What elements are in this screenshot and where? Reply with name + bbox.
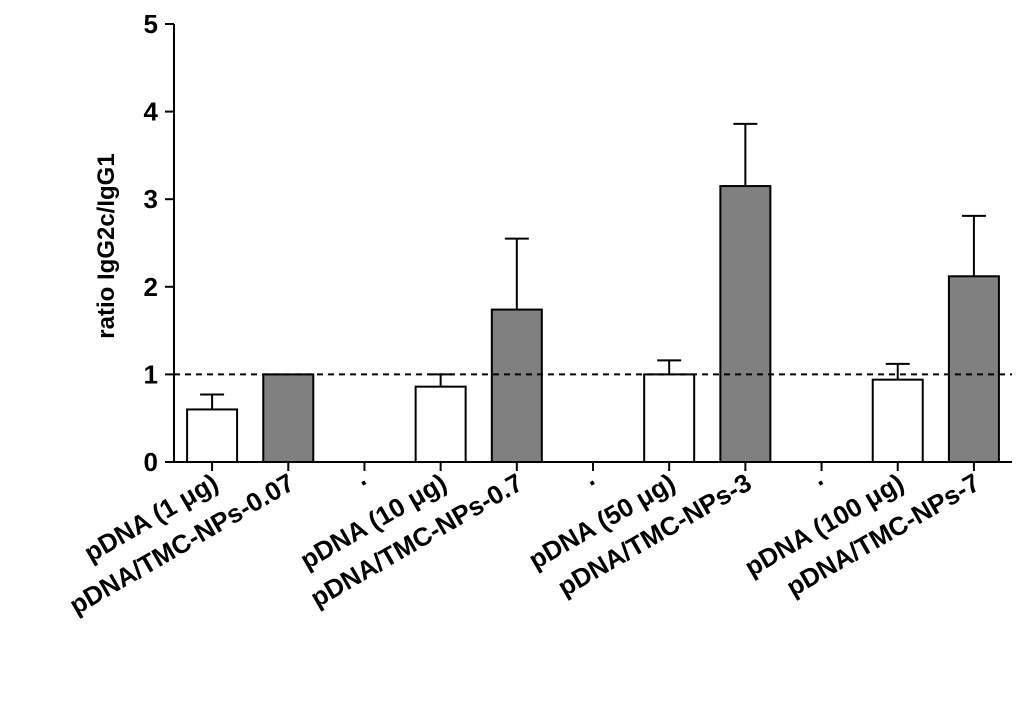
bar: [871, 378, 924, 464]
bar: [643, 373, 696, 463]
y-tick-label: 4: [144, 97, 159, 127]
bar: [490, 308, 543, 463]
y-tick-label: 2: [144, 272, 158, 302]
bar: [262, 373, 315, 463]
y-tick-label: 1: [144, 359, 158, 389]
y-axis: 0 1 2 3 4 5: [144, 9, 175, 477]
bars: [186, 122, 1000, 464]
x-tick-label: ·: [353, 467, 376, 497]
y-tick-label: 3: [144, 184, 158, 214]
y-axis-title: ratio IgG2c/IgG1: [93, 153, 120, 338]
x-axis: pDNA (1 μg)pDNA/TMC-NPs-0.07 ·pDNA (10 μg…: [64, 461, 1012, 620]
x-tick-label: ·: [581, 467, 604, 497]
x-tick-label: ·: [810, 467, 833, 497]
y-tick-label: 0: [144, 447, 158, 477]
bar: [186, 408, 239, 464]
y-tick-label: 5: [144, 9, 158, 39]
bar: [947, 275, 1000, 463]
bar: [719, 185, 772, 463]
bar: [414, 385, 467, 463]
